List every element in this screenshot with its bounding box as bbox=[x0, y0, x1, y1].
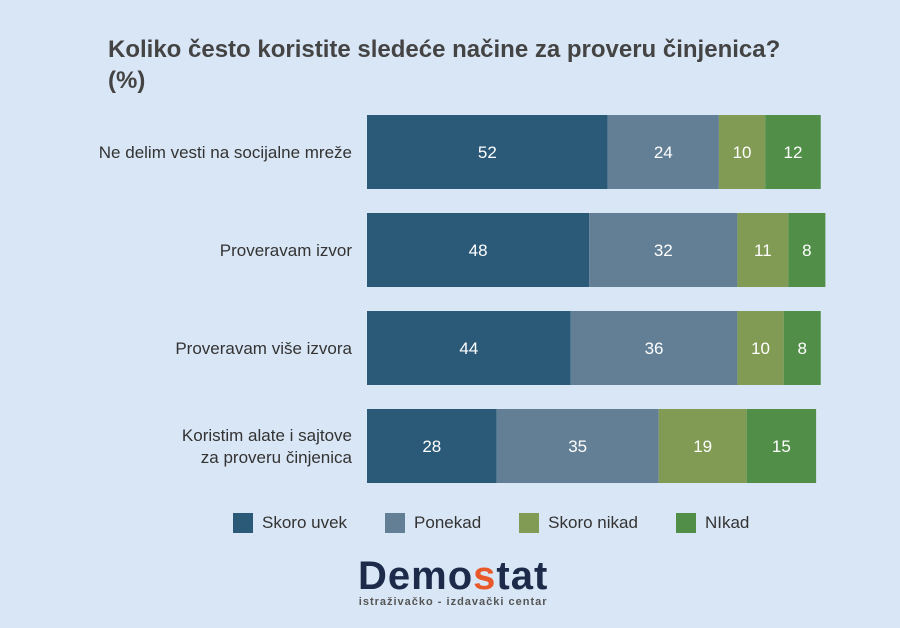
category-label: Proveravam više izvora bbox=[175, 339, 352, 358]
legend-label: NIkad bbox=[704, 513, 750, 532]
category-label: Koristim alate i sajtove za proveru činje… bbox=[182, 426, 353, 467]
chart-title: Koliko često koristite sledeće načine za… bbox=[108, 36, 781, 94]
data-label: 24 bbox=[654, 143, 673, 162]
legend-swatch bbox=[385, 513, 406, 533]
data-label: 35 bbox=[568, 437, 587, 456]
category-label: Ne delim vesti na socijalne mreže bbox=[99, 143, 352, 162]
bar-segment bbox=[788, 213, 826, 287]
demostat-logo: Demostat istraživačko - izdavački centar bbox=[358, 554, 549, 608]
data-label: 11 bbox=[754, 241, 772, 260]
legend-swatch bbox=[519, 513, 540, 533]
bar-segment bbox=[367, 409, 497, 483]
data-label: 36 bbox=[645, 339, 664, 358]
legend-item: Skoro uvek bbox=[233, 513, 347, 533]
legend-swatch bbox=[675, 513, 696, 533]
data-label: 32 bbox=[654, 241, 673, 260]
bar-segment bbox=[589, 213, 738, 287]
data-label: 10 bbox=[751, 339, 770, 358]
legend-item: NIkad bbox=[675, 513, 750, 533]
data-label: 8 bbox=[802, 241, 811, 260]
legend-swatch bbox=[233, 513, 253, 533]
bar-segment bbox=[737, 311, 784, 385]
legend-label: Skoro uvek bbox=[262, 513, 348, 532]
data-label: 12 bbox=[783, 143, 802, 162]
data-label: 10 bbox=[733, 143, 752, 162]
bar-segment bbox=[496, 409, 659, 483]
bar-segment bbox=[367, 311, 571, 385]
legend-item: Skoro nikad bbox=[519, 513, 638, 533]
legend-label: Skoro nikad bbox=[548, 513, 638, 532]
bar-segment bbox=[607, 115, 719, 189]
legend-item: Ponekad bbox=[385, 513, 481, 533]
data-label: 28 bbox=[422, 437, 441, 456]
data-label: 44 bbox=[459, 339, 478, 358]
bar-segment bbox=[367, 115, 608, 189]
legend-label: Ponekad bbox=[414, 513, 482, 532]
bar-segment bbox=[783, 311, 821, 385]
category-label: Proveravam izvor bbox=[220, 241, 353, 260]
data-label: 19 bbox=[693, 437, 712, 456]
data-label: 48 bbox=[469, 241, 488, 260]
bar-segment bbox=[367, 213, 590, 287]
bar-segment bbox=[718, 115, 766, 189]
bar-segment bbox=[765, 115, 821, 189]
bar-segment bbox=[658, 409, 747, 483]
data-label: 52 bbox=[478, 143, 497, 162]
bar-segment bbox=[570, 311, 738, 385]
data-label: 8 bbox=[797, 339, 806, 358]
legend: Skoro uvek Ponekad Skoro nikad NIkad bbox=[233, 513, 787, 533]
bar-segment bbox=[746, 409, 817, 483]
data-label: 15 bbox=[772, 437, 791, 456]
bar-segment bbox=[737, 213, 789, 287]
